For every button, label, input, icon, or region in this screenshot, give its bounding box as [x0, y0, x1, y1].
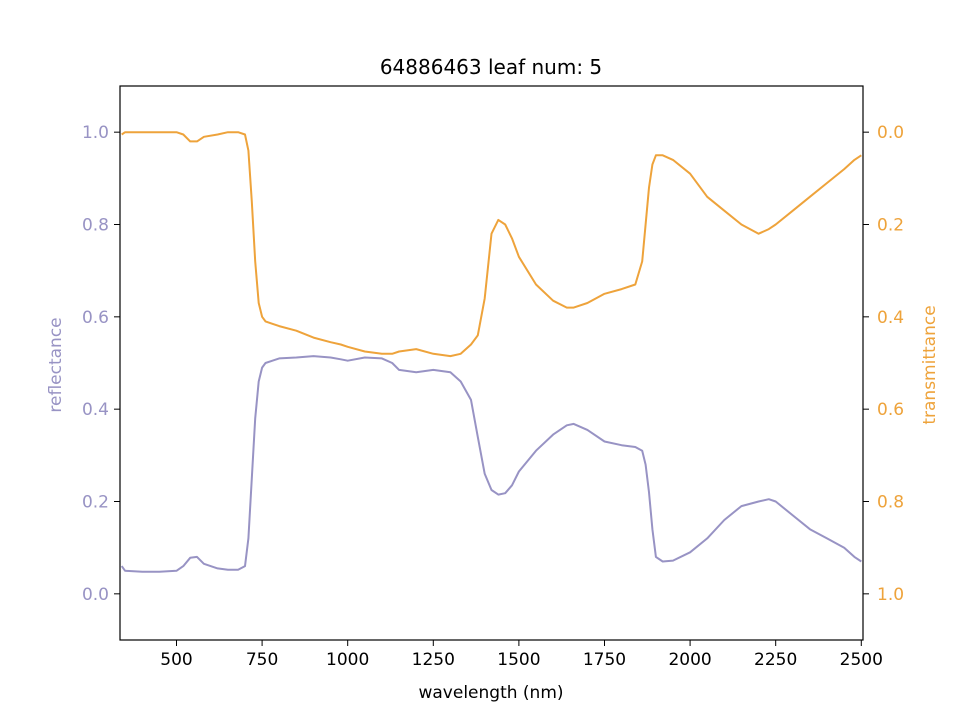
y-right-tick-label: 0.0: [877, 123, 904, 143]
plot-frame: [119, 85, 864, 641]
y-right-tick-label: 0.6: [877, 400, 904, 420]
plot-lines: [120, 131, 862, 573]
y-right-tick-label: 0.8: [877, 493, 904, 513]
x-tick-label: 2250: [754, 650, 797, 670]
series-line-reflectance: [120, 355, 862, 573]
y-right-axis-title: transmittance: [920, 305, 940, 424]
y-left-tick-label: 1.0: [82, 123, 109, 143]
x-tick-label: 1750: [583, 650, 626, 670]
x-tick-label: 1500: [497, 650, 540, 670]
x-tick-label: 2000: [668, 650, 711, 670]
y-left-tick-label: 0.8: [82, 216, 109, 236]
y-left-tick-label: 0.2: [82, 493, 109, 513]
y-right-axis: 0.0 0.2 0.4 0.6 0.8 1.0: [863, 123, 904, 605]
y-left-axis-title: reflectance: [46, 317, 66, 412]
y-left-tick-label: 0.6: [82, 308, 109, 328]
x-tick-label: 1000: [326, 650, 369, 670]
x-axis-title: wavelength (nm): [418, 683, 563, 703]
x-axis: 500 750 1000 1250 1500 1750 2000 2250 2500: [160, 640, 883, 670]
x-tick-label: 500: [160, 650, 192, 670]
y-left-tick-label: 0.0: [82, 585, 109, 605]
x-tick-label: 1250: [412, 650, 455, 670]
x-tick-label: 2500: [840, 650, 883, 670]
y-right-tick-label: 0.4: [877, 308, 904, 328]
y-right-tick-label: 1.0: [877, 585, 904, 605]
chart-title: 64886463 leaf num: 5: [380, 55, 602, 79]
y-right-tick-label: 0.2: [877, 216, 904, 236]
x-tick-label: 750: [246, 650, 278, 670]
y-left-tick-label: 0.4: [82, 400, 109, 420]
y-left-axis: 0.0 0.2 0.4 0.6 0.8 1.0: [82, 123, 120, 605]
series-line-transmittance: [121, 131, 862, 358]
